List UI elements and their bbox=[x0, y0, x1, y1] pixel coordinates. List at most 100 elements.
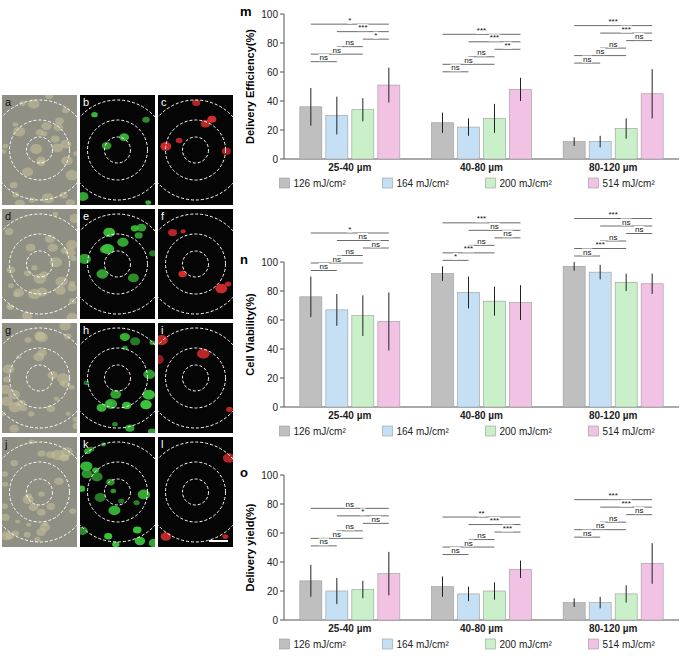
category-label: 25-40 µm bbox=[328, 162, 371, 173]
legend-swatch bbox=[280, 178, 290, 188]
cell bbox=[122, 402, 131, 410]
tick-label: 60 bbox=[267, 67, 279, 78]
significance-label: *** bbox=[608, 491, 617, 500]
cell bbox=[136, 224, 146, 232]
significance-group: ********nsnsns bbox=[443, 26, 521, 73]
cell bbox=[158, 355, 164, 364]
significance-label: *** bbox=[477, 214, 486, 223]
error-bar bbox=[652, 274, 653, 294]
error-bar bbox=[494, 287, 495, 316]
tick bbox=[280, 533, 284, 534]
cell bbox=[148, 429, 155, 433]
cell bbox=[59, 381, 64, 385]
cell bbox=[28, 440, 34, 445]
cell bbox=[48, 243, 58, 251]
dashed-circle bbox=[27, 137, 53, 163]
tick bbox=[280, 475, 284, 476]
error-bar bbox=[388, 68, 389, 103]
category-label: 80-120 µm bbox=[589, 410, 638, 421]
tick-label: 80 bbox=[267, 499, 279, 510]
cell bbox=[2, 514, 10, 521]
significance-label: ns bbox=[451, 63, 459, 72]
label-patch bbox=[595, 48, 605, 55]
error-bar bbox=[310, 88, 311, 126]
image-ground bbox=[158, 209, 233, 319]
cell bbox=[34, 273, 47, 283]
label-patch bbox=[463, 245, 474, 252]
cell bbox=[73, 422, 77, 429]
cell bbox=[222, 148, 231, 155]
significance-label: ns bbox=[320, 53, 328, 62]
label-patch bbox=[502, 230, 512, 237]
legend-swatch bbox=[486, 426, 496, 436]
cell bbox=[161, 532, 172, 540]
significance-label: ns bbox=[622, 218, 630, 227]
legend-label: 164 mJ/cm² bbox=[397, 178, 450, 189]
tick bbox=[280, 562, 284, 563]
cell bbox=[2, 144, 8, 149]
marks bbox=[300, 68, 663, 159]
tick-label: 20 bbox=[267, 373, 279, 384]
dashed-circle bbox=[27, 251, 53, 277]
significance-label: ns bbox=[583, 529, 591, 538]
image-panel bbox=[80, 209, 155, 319]
legend-label: 164 mJ/cm² bbox=[397, 426, 450, 437]
dashed-circle bbox=[158, 214, 233, 314]
cell bbox=[13, 127, 25, 137]
tick-label: 100 bbox=[261, 470, 278, 481]
panel-label: g bbox=[5, 324, 11, 336]
cell bbox=[80, 485, 85, 491]
category-label: 40-80 µm bbox=[460, 162, 503, 173]
legend-swatch bbox=[280, 639, 290, 649]
dashed-circle bbox=[105, 365, 131, 391]
significance-label: ns bbox=[464, 539, 472, 548]
significance-label: ns bbox=[609, 233, 617, 242]
label-patch bbox=[582, 530, 592, 537]
significance-label: ns bbox=[596, 47, 604, 56]
label-patch bbox=[476, 238, 486, 245]
significance-label: *** bbox=[358, 23, 367, 32]
dashed-circle bbox=[80, 328, 155, 428]
dashed-circle bbox=[10, 120, 70, 180]
tick bbox=[280, 101, 284, 102]
cell bbox=[35, 332, 48, 342]
label-patch bbox=[332, 531, 342, 538]
y-axis bbox=[284, 262, 285, 407]
panel-label: l bbox=[161, 438, 163, 450]
legend-label: 200 mJ/cm² bbox=[500, 426, 553, 437]
cell bbox=[158, 335, 168, 345]
cell bbox=[12, 530, 19, 536]
image-ground bbox=[80, 209, 155, 319]
cell bbox=[37, 509, 46, 516]
cell bbox=[15, 519, 20, 523]
cell bbox=[2, 531, 12, 540]
legend: 126 mJ/cm²164 mJ/cm²200 mJ/cm²514 mJ/cm² bbox=[280, 639, 656, 650]
significance-label: ns bbox=[320, 537, 328, 546]
error-bar bbox=[494, 104, 495, 133]
label-patch bbox=[489, 34, 500, 41]
label-patch bbox=[502, 525, 513, 532]
label-patch bbox=[371, 241, 381, 248]
cell bbox=[9, 425, 19, 433]
cell bbox=[226, 407, 233, 412]
label-patch bbox=[582, 249, 592, 256]
label-patch bbox=[319, 263, 329, 270]
cell bbox=[26, 244, 36, 252]
cell bbox=[70, 214, 77, 223]
cell bbox=[91, 472, 102, 481]
error-bar bbox=[600, 265, 601, 280]
legend-swatch bbox=[589, 178, 599, 188]
label-patch bbox=[608, 234, 618, 241]
significance-label: ns bbox=[346, 38, 354, 47]
cell bbox=[52, 212, 58, 217]
legend: 126 mJ/cm²164 mJ/cm²200 mJ/cm²514 mJ/cm² bbox=[280, 426, 656, 437]
error-bar bbox=[600, 136, 601, 148]
cell bbox=[15, 200, 25, 205]
label-patch bbox=[489, 223, 499, 230]
tick-label: 100 bbox=[261, 9, 278, 20]
error-bar bbox=[652, 69, 653, 118]
marks bbox=[300, 543, 663, 620]
cell bbox=[133, 527, 142, 534]
chart: mDelivery Efficiency(%)02040608010025-40… bbox=[240, 4, 679, 189]
legend-label: 514 mJ/cm² bbox=[603, 639, 656, 650]
